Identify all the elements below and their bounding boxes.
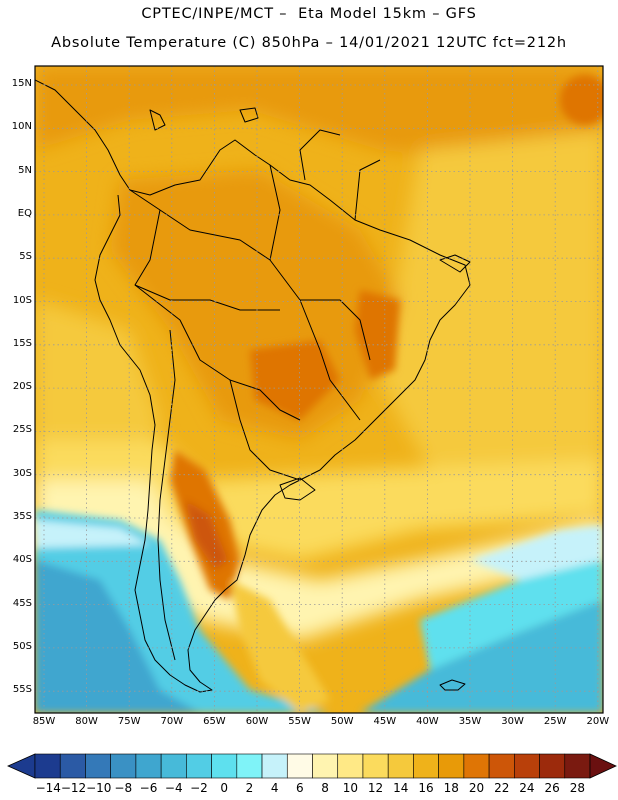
lat-label: 25S — [12, 424, 32, 436]
colorbar-label: 18 — [443, 781, 459, 795]
colorbar-swatch — [413, 753, 439, 779]
colorbar-label: 2 — [245, 781, 254, 795]
colorbar-swatch — [463, 753, 490, 779]
colorbar-label: 4 — [270, 781, 279, 795]
colorbar-swatch — [564, 753, 591, 779]
colorbar-label: −2 — [190, 781, 208, 795]
lat-label: 20S — [12, 381, 32, 393]
lat-label: 5S — [19, 251, 32, 263]
lon-label: 65W — [203, 716, 226, 727]
lon-label: 75W — [117, 716, 141, 727]
colorbar-label: 10 — [342, 781, 358, 795]
colorbar-label: −6 — [139, 781, 158, 795]
lon-label: 85W — [32, 716, 56, 727]
colorbar-max-arrow — [589, 753, 617, 779]
colorbar-label: 0 — [220, 781, 229, 795]
colorbar-swatch — [514, 753, 540, 779]
temperature-field — [35, 66, 603, 713]
colorbar-swatch — [438, 753, 465, 779]
lat-label: 55S — [12, 684, 32, 696]
colorbar-label: −10 — [86, 781, 112, 795]
colorbar-min-arrow — [7, 753, 36, 779]
lon-label: 80W — [75, 716, 98, 727]
lat-label: 40S — [12, 554, 32, 566]
colorbar-swatch — [261, 753, 288, 779]
colorbar-label: 20 — [468, 781, 485, 795]
chart-subtitle: Absolute Temperature (C) 850hPa – 14/01/… — [51, 35, 567, 51]
lon-label: 30W — [501, 716, 524, 727]
lat-label: 10N — [11, 121, 32, 133]
coastline — [35, 79, 471, 693]
colorbar — [7, 753, 617, 779]
colorbar-swatch — [337, 753, 364, 779]
colorbar-label: −8 — [114, 781, 133, 795]
lat-label: 30S — [12, 467, 32, 479]
colorbar-label: 22 — [494, 781, 510, 795]
lat-label: 15N — [11, 78, 32, 89]
lon-label: 25W — [543, 716, 567, 727]
lat-lon-grid — [35, 66, 603, 713]
lat-label: 35S — [12, 511, 32, 522]
colorbar-swatch — [211, 753, 238, 779]
lon-label: 60W — [245, 716, 269, 727]
colorbar-swatch — [387, 753, 414, 779]
lat-label: EQ — [17, 207, 32, 219]
colorbar-label: −14 — [35, 781, 61, 795]
colorbar-label: −4 — [164, 781, 183, 795]
colorbar-swatch — [488, 753, 515, 779]
colorbar-label: 28 — [569, 781, 586, 795]
colorbar-swatch — [236, 753, 263, 779]
lon-label: 40W — [416, 716, 439, 727]
lat-label: 15S — [12, 337, 32, 349]
lon-label: 70W — [160, 716, 184, 727]
colorbar-swatch — [85, 753, 111, 779]
lon-label: 35W — [458, 716, 482, 727]
colorbar-label: −12 — [60, 781, 87, 795]
colorbar-swatch — [312, 753, 339, 779]
lat-label: 45S — [12, 597, 32, 609]
lon-label: 55W — [288, 716, 311, 727]
colorbar-swatch — [110, 753, 137, 779]
colorbar-swatch — [186, 753, 212, 779]
colorbar-label: 14 — [393, 781, 409, 795]
colorbar-label: 6 — [296, 781, 304, 795]
colorbar-swatch — [362, 753, 389, 779]
colorbar-swatch — [34, 753, 61, 779]
colorbar-label: 12 — [367, 781, 384, 795]
map-frame — [34, 65, 604, 714]
colorbar-swatch — [539, 753, 566, 779]
colorbar-swatch — [135, 753, 162, 779]
lon-label: 50W — [330, 716, 354, 727]
colorbar-label: 16 — [418, 781, 434, 795]
colorbar-label: 24 — [519, 781, 535, 795]
lon-label: 45W — [373, 716, 397, 727]
lon-label: 20W — [586, 716, 610, 727]
colorbar-label: 26 — [544, 781, 560, 795]
chart-title: CPTEC/INPE/MCT – Eta Model 15km – GFS — [141, 6, 477, 22]
lat-label: 50S — [12, 640, 32, 652]
lat-label: 10S — [12, 294, 32, 306]
lat-label: 5N — [18, 164, 32, 176]
colorbar-label: 8 — [321, 781, 329, 795]
colorbar-swatch — [59, 753, 86, 779]
colorbar-swatch — [286, 753, 313, 779]
colorbar-swatch — [160, 753, 187, 779]
